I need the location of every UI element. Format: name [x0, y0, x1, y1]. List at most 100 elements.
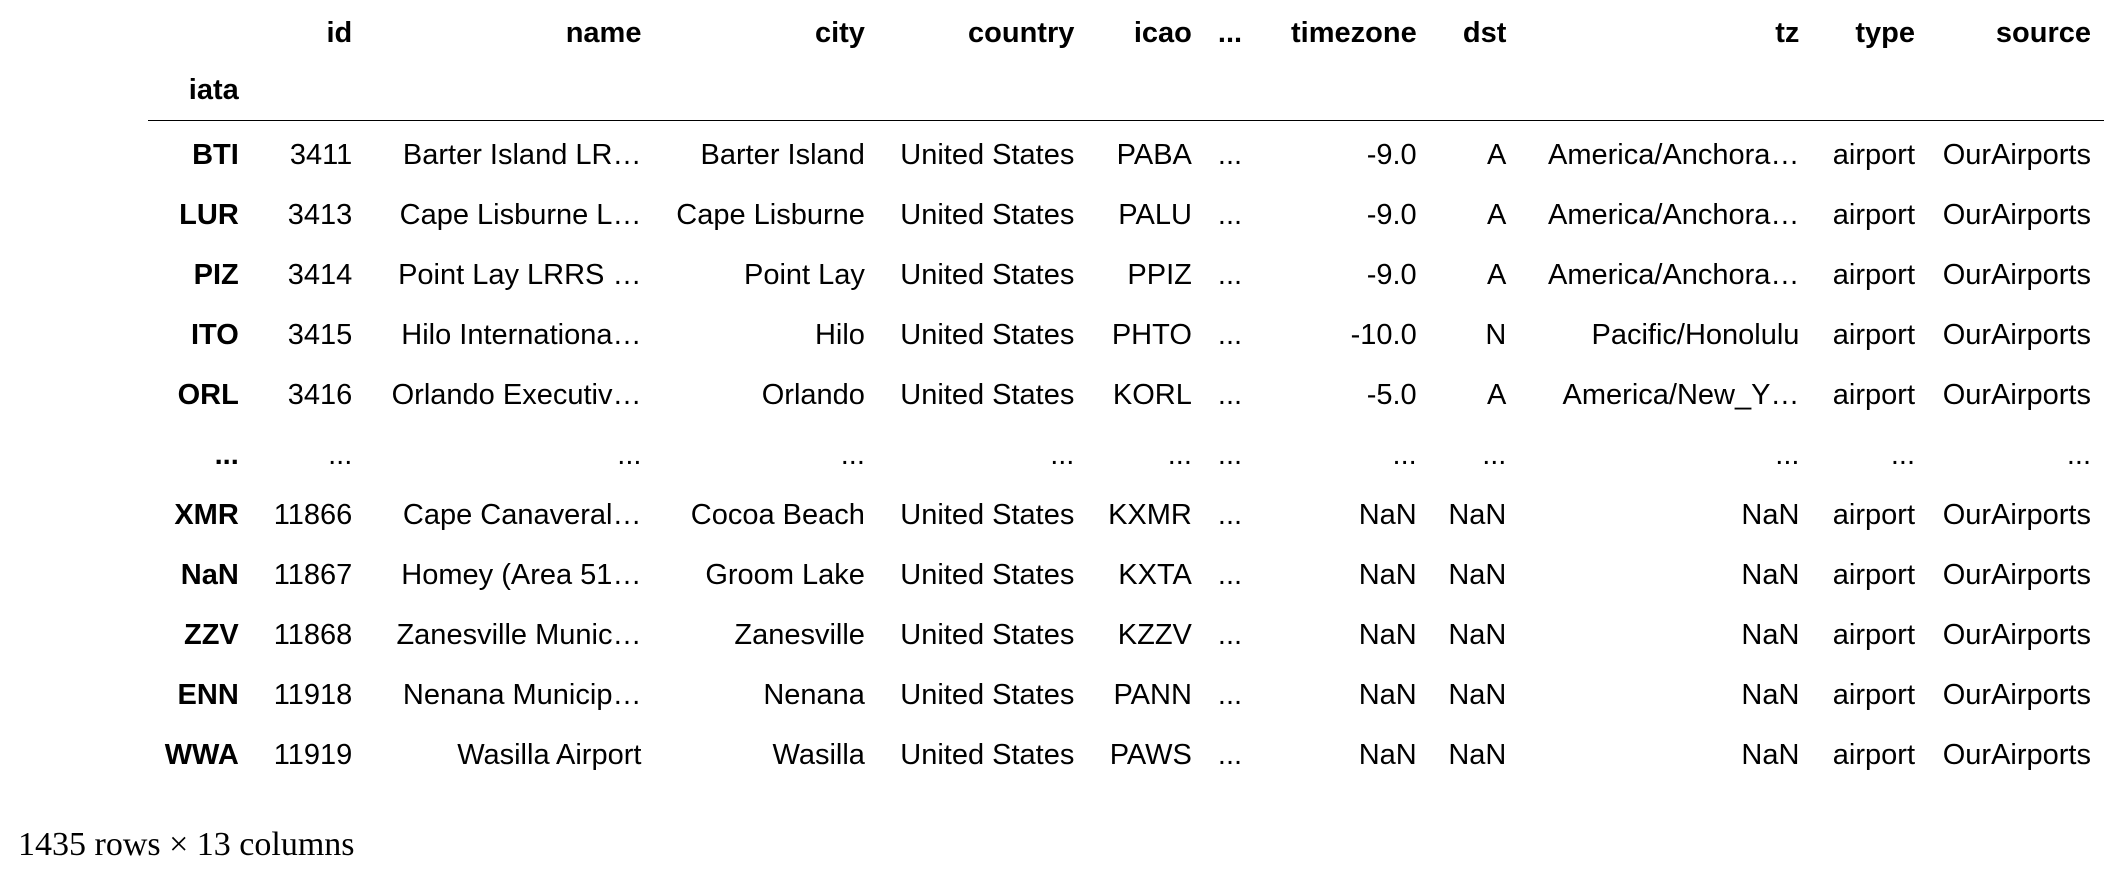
table-cell: PANN	[1113, 678, 1192, 711]
table-cell: 11866	[273, 498, 353, 531]
table-cell: United States	[900, 738, 1075, 771]
table-cell: NaN	[1358, 498, 1417, 531]
table-cell: United States	[900, 498, 1075, 531]
table-cell: ...	[1217, 438, 1243, 471]
table-cell: OurAirports	[1942, 618, 2091, 651]
column-header: country	[968, 16, 1075, 49]
table-body: BTI 3411 Barter Island LR… Barter Island Uni…	[148, 121, 2104, 786]
table-cell: KORL	[1112, 378, 1192, 411]
row-index-label: WWA	[164, 738, 239, 771]
table-cell: OurAirports	[1942, 678, 2091, 711]
table-cell: ...	[1217, 678, 1243, 711]
index-row-blank-cell	[1812, 60, 1928, 121]
table-cell: airport	[1832, 378, 1915, 411]
table-cell: ...	[1217, 258, 1243, 291]
table-cell: KZZV	[1117, 618, 1192, 651]
column-header: dst	[1462, 16, 1507, 49]
index-row-blank-cell	[1928, 60, 2104, 121]
table-cell: Barter Island	[700, 138, 865, 171]
index-name-row: iata	[148, 60, 2104, 121]
column-header: timezone	[1291, 16, 1417, 49]
table-cell: OurAirports	[1942, 558, 2091, 591]
table-row: ORL 3416 Orlando Executiv… Orlando United St…	[148, 365, 2104, 425]
column-header: type	[1855, 16, 1915, 49]
table-cell: ...	[1217, 738, 1243, 771]
table-cell: OurAirports	[1942, 498, 2091, 531]
table-row: WWA 11919 Wasilla Airport Wasilla United Sta…	[148, 725, 2104, 785]
table-cell: United States	[900, 558, 1075, 591]
table-cell: NaN	[1741, 498, 1800, 531]
table-cell: Homey (Area 51…	[401, 558, 642, 591]
table-cell: ...	[1482, 438, 1507, 471]
table-cell: Wasilla	[772, 738, 865, 771]
table-cell: United States	[900, 198, 1075, 231]
column-header-row: id name city country icao... timezone dst tz typ…	[148, 6, 2104, 60]
index-corner-cell	[148, 6, 252, 60]
column-header: ...	[1217, 16, 1243, 49]
table-row: ZZV 11868 Zanesville Munic… Zanesville Unite…	[148, 605, 2104, 665]
table-cell: A	[1487, 258, 1507, 291]
table-cell: airport	[1832, 738, 1915, 771]
table-cell: OurAirports	[1942, 138, 2091, 171]
table-cell: Cape Lisburne L…	[399, 198, 642, 231]
column-header: name	[565, 16, 642, 49]
table-row: BTI 3411 Barter Island LR… Barter Island Uni…	[148, 121, 2104, 186]
row-index-label: ITO	[190, 318, 239, 351]
table-cell: Orlando	[761, 378, 865, 411]
table-cell: OurAirports	[1942, 198, 2091, 231]
table-cell: Cape Canaveral…	[402, 498, 642, 531]
index-row-blank-cell	[252, 60, 365, 121]
table-cell: 11868	[273, 618, 353, 651]
table-cell: 3411	[289, 138, 353, 171]
row-index-label: ...	[214, 438, 239, 471]
table-cell: Hilo Internationa…	[401, 318, 642, 351]
table-cell: A	[1487, 138, 1507, 171]
index-row-blank-cell	[365, 60, 654, 121]
table-cell: airport	[1832, 678, 1915, 711]
table-cell: ...	[1217, 498, 1243, 531]
table-cell: -5.0	[1366, 378, 1417, 411]
table-cell: N	[1485, 318, 1507, 351]
column-header: icao	[1133, 16, 1192, 49]
table-cell: ...	[2066, 438, 2091, 471]
table-cell: NaN	[1448, 618, 1507, 651]
table-cell: KXMR	[1108, 498, 1192, 531]
table-cell: airport	[1832, 318, 1915, 351]
table-cell: PAWS	[1109, 738, 1192, 771]
column-header: city	[814, 16, 865, 49]
row-index-label: NaN	[180, 558, 239, 591]
table-cell: NaN	[1448, 558, 1507, 591]
table-cell: airport	[1832, 138, 1915, 171]
table-cell: NaN	[1741, 678, 1800, 711]
table-cell: America/Anchora…	[1548, 258, 1800, 291]
table-cell: United States	[900, 618, 1075, 651]
table-cell: Groom Lake	[705, 558, 865, 591]
index-row-blank-cell	[1430, 60, 1520, 121]
table-cell: airport	[1832, 498, 1915, 531]
column-header: id	[326, 16, 353, 49]
table-cell: NaN	[1358, 618, 1417, 651]
row-index-label: LUR	[179, 198, 239, 231]
dataframe-container: id name city country icao... timezone dst tz typ…	[148, 6, 2104, 785]
table-cell: America/Anchora…	[1548, 138, 1800, 171]
table-cell: OurAirports	[1942, 258, 2091, 291]
table-cell: ...	[1217, 558, 1243, 591]
table-cell: Nenana Municip…	[402, 678, 642, 711]
index-row-blank-cell	[1519, 60, 1812, 121]
row-index-label: PIZ	[193, 258, 239, 291]
table-cell: United States	[900, 318, 1075, 351]
table-cell: OurAirports	[1942, 318, 2091, 351]
table-cell: PPIZ	[1127, 258, 1192, 291]
table-cell: airport	[1832, 558, 1915, 591]
table-cell: 3414	[287, 258, 353, 291]
table-cell: PABA	[1116, 138, 1192, 171]
table-cell: NaN	[1741, 618, 1800, 651]
dataframe-table: id name city country icao... timezone dst tz typ…	[148, 6, 2104, 785]
table-cell: 11867	[273, 558, 353, 591]
table-cell: ...	[1392, 438, 1417, 471]
table-cell: NaN	[1358, 678, 1417, 711]
table-cell: airport	[1832, 258, 1915, 291]
table-cell: Orlando Executiv…	[391, 378, 642, 411]
table-cell: PHTO	[1111, 318, 1192, 351]
table-cell: United States	[900, 378, 1075, 411]
